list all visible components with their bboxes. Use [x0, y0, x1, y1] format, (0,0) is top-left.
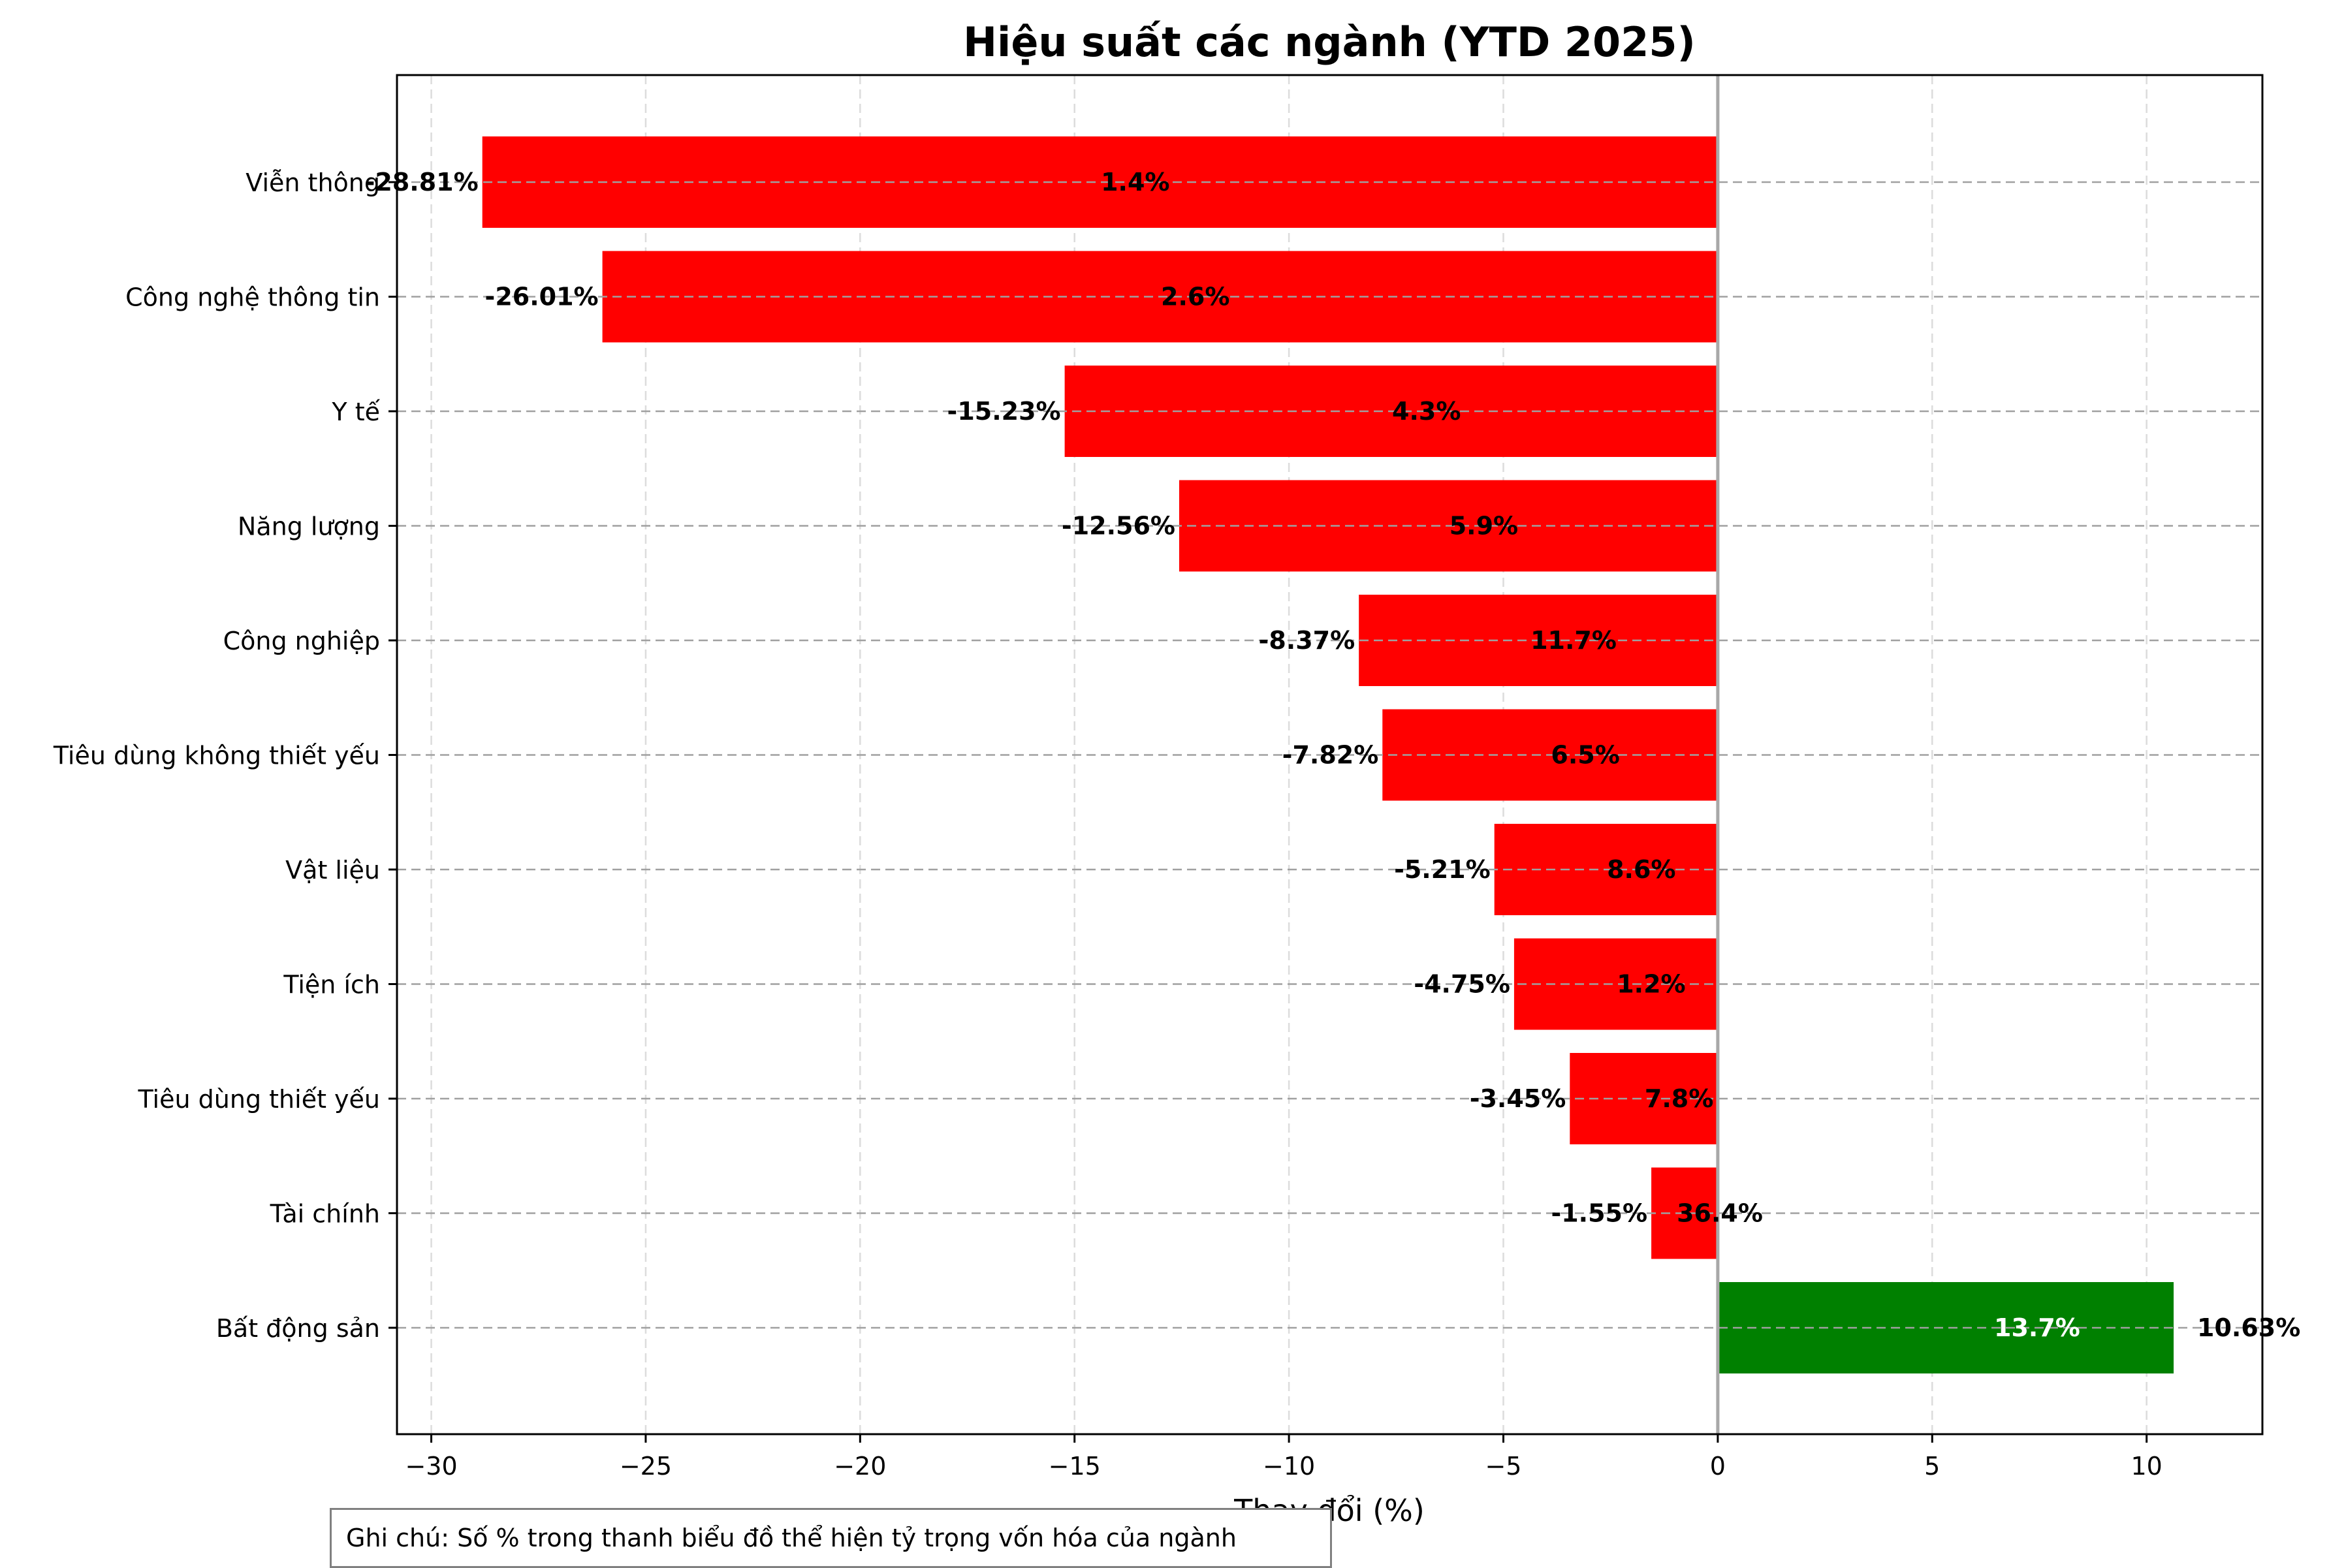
x-tick-label: 10: [2131, 1452, 2162, 1481]
x-tick-label: −15: [1049, 1452, 1101, 1481]
x-tick-label: −5: [1485, 1452, 1521, 1481]
x-tick-label: −25: [620, 1452, 672, 1481]
x-tick-label: 0: [1710, 1452, 1726, 1481]
weight-label: 7.8%: [1645, 1084, 1713, 1113]
y-tick-label: Bất động sản: [216, 1314, 380, 1343]
y-tick-label: Tiêu dùng thiết yếu: [138, 1085, 380, 1114]
weight-label: 4.3%: [1392, 397, 1461, 426]
value-label: -8.37%: [1259, 626, 1355, 655]
value-label: -7.82%: [1282, 741, 1379, 770]
value-label: -12.56%: [1062, 512, 1175, 541]
chart-note: Ghi chú: Số % trong thanh biểu đồ thể hi…: [330, 1508, 1332, 1568]
y-tick-label: Công nghệ thông tin: [125, 283, 380, 312]
weight-label: 8.6%: [1607, 855, 1675, 884]
bar: [1717, 1282, 2174, 1373]
value-label: -28.81%: [365, 168, 479, 196]
value-label: -3.45%: [1470, 1084, 1566, 1113]
weight-label: 11.7%: [1530, 626, 1617, 655]
y-tick-label: Tiện ích: [283, 971, 380, 999]
y-tick-label: Năng lượng: [238, 512, 380, 541]
weight-label: 1.4%: [1101, 168, 1169, 196]
value-label: -1.55%: [1551, 1199, 1647, 1228]
weight-label: 36.4%: [1677, 1199, 1763, 1228]
weight-label: 13.7%: [1994, 1313, 2080, 1342]
bar: [1513, 938, 1718, 1030]
weight-label: 2.6%: [1161, 283, 1229, 311]
value-label: -5.21%: [1394, 855, 1491, 884]
plot-area: −30 −25 −20 −15 −10 −5 0 5 10 Viễn thông Công nghệ…: [53, 74, 2300, 1481]
y-tick-label: Viễn thông: [246, 168, 380, 197]
weight-label: 5.9%: [1450, 512, 1518, 541]
value-label: -26.01%: [485, 283, 599, 311]
x-tick-label: −10: [1263, 1452, 1315, 1481]
x-tick-label: −30: [405, 1452, 457, 1481]
y-tick-label: Y tế: [331, 398, 380, 426]
value-label: 10.63%: [2197, 1313, 2300, 1342]
y-tick-label: Tài chính: [270, 1200, 380, 1229]
y-tick-label: Vật liệu: [285, 856, 380, 885]
weight-label: 6.5%: [1551, 741, 1619, 770]
weight-label: 1.2%: [1617, 970, 1685, 999]
x-tick-label: 5: [1924, 1452, 1940, 1481]
y-tick-label: Tiêu dùng không thiết yếu: [53, 742, 380, 770]
y-tick-label: Công nghiệp: [223, 627, 380, 655]
value-label: -15.23%: [947, 397, 1061, 426]
value-label: -4.75%: [1414, 970, 1510, 999]
x-tick-label: −20: [834, 1452, 886, 1481]
chart-title: Hiệu suất các ngành (YTD 2025): [963, 18, 1696, 66]
